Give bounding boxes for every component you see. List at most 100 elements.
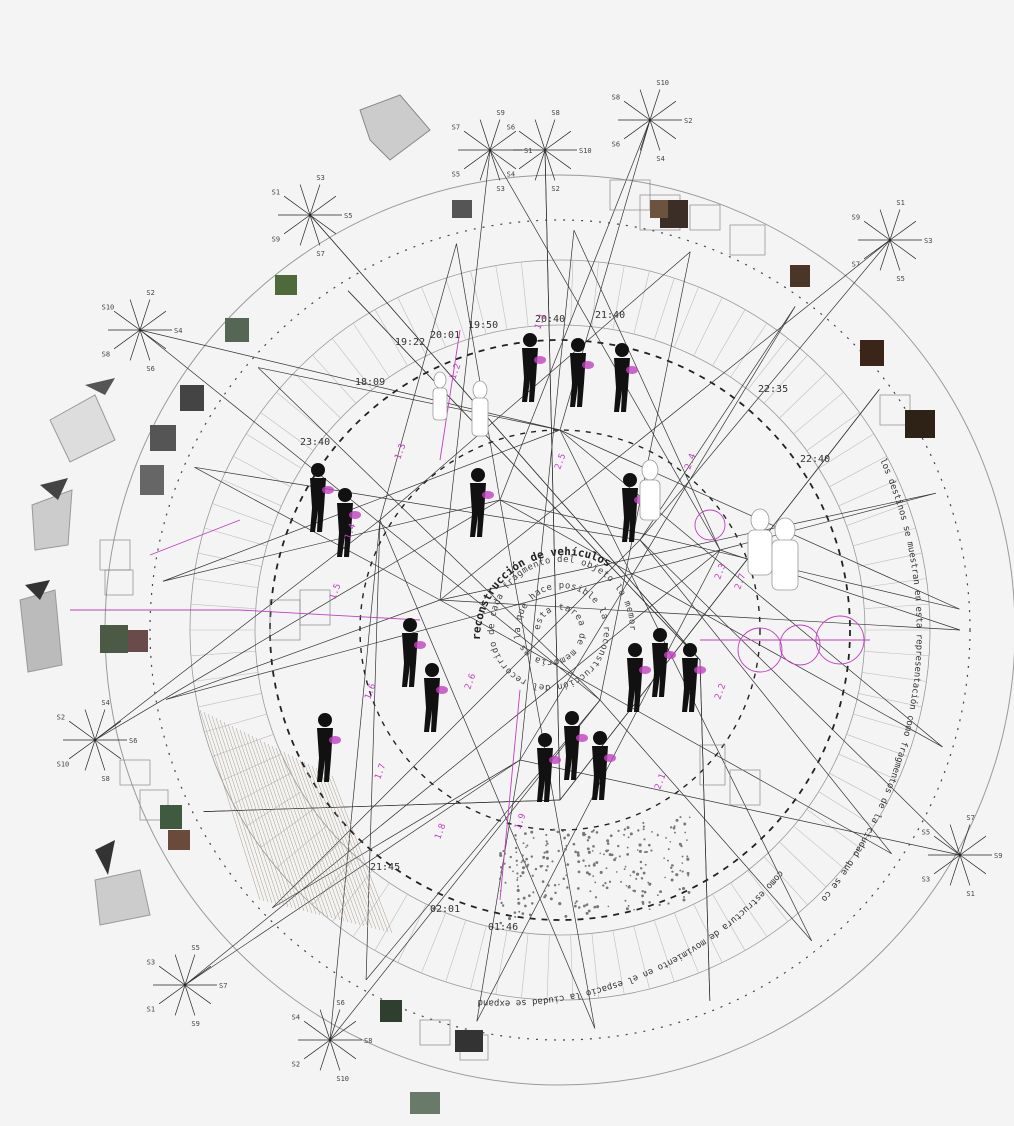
node-label: S10 xyxy=(57,761,70,769)
figure-head xyxy=(628,643,642,657)
band-segment xyxy=(331,870,373,922)
hatch-line xyxy=(271,745,333,919)
connection-line xyxy=(347,290,701,661)
band-segment xyxy=(421,912,447,974)
terrain-dot xyxy=(640,877,644,880)
terrain-dot xyxy=(590,830,593,833)
star-nodes xyxy=(63,89,992,1071)
time-marks: 19:50 20:40 21:40 22:35 20:01 22:40 21:4… xyxy=(300,310,830,933)
band-segment xyxy=(470,925,487,990)
terrain-dot xyxy=(554,891,557,895)
hatch-line xyxy=(231,725,293,909)
hatch-line xyxy=(203,711,265,902)
terrain-dot xyxy=(589,890,592,893)
terrain-dot xyxy=(502,850,505,853)
terrain-dot xyxy=(573,904,577,908)
star-ray xyxy=(309,214,321,246)
star-ray xyxy=(639,119,651,151)
magenta-label: 1.7 xyxy=(373,762,388,781)
figure-head xyxy=(571,338,585,352)
node-label: S9 xyxy=(994,852,1002,860)
silhouette-figure xyxy=(402,618,426,687)
terrain-dot xyxy=(531,874,534,877)
node-label: S10 xyxy=(336,1075,349,1083)
terrain-dot xyxy=(647,881,650,884)
node-label: S9 xyxy=(191,1020,199,1028)
terrain-dot xyxy=(626,853,630,856)
time-mark: 02:01 xyxy=(430,904,460,915)
time-mark: 22:40 xyxy=(800,454,830,465)
terrain-dot xyxy=(678,842,682,846)
magenta-label: 1.6 xyxy=(363,682,378,701)
terrain-dot xyxy=(599,870,603,874)
star-ray xyxy=(879,239,891,271)
terrain-dot xyxy=(522,842,525,845)
hatch-line xyxy=(207,713,269,903)
node-label: S8 xyxy=(102,351,110,359)
connection-line xyxy=(379,243,457,521)
connection-line xyxy=(499,499,960,610)
band-segment xyxy=(276,825,327,869)
terrain-dot xyxy=(499,851,502,855)
terrain-dot xyxy=(626,826,630,830)
star-ray xyxy=(649,100,677,121)
terrain-dot xyxy=(624,899,627,902)
star-ray xyxy=(959,835,987,856)
node-label: S4 xyxy=(101,699,109,707)
star-ray xyxy=(489,149,517,170)
terrain-dot xyxy=(627,836,630,839)
star-ray xyxy=(933,835,961,856)
connection-line xyxy=(639,539,961,856)
hatch-line xyxy=(315,767,377,930)
node-label: S6 xyxy=(612,141,620,149)
figure-highlight xyxy=(694,666,706,674)
connection-line xyxy=(519,759,961,856)
figure-highlight xyxy=(436,686,448,694)
terrain-dot xyxy=(643,838,646,841)
terrain-dot xyxy=(686,855,689,858)
band-segment xyxy=(546,934,550,1000)
terrain-dot xyxy=(681,886,686,891)
silhouette-figure xyxy=(614,343,638,412)
figure-head xyxy=(538,733,552,747)
terrain-dot xyxy=(617,844,620,848)
terrain-dot xyxy=(642,825,645,828)
terrain-dot xyxy=(648,901,651,904)
star-ray xyxy=(94,720,122,741)
terrain-dot xyxy=(531,902,534,905)
terrain-dot xyxy=(603,853,605,856)
star-ray xyxy=(863,239,891,260)
terrain-dot xyxy=(582,904,586,908)
terrain-dot xyxy=(675,873,679,877)
connection-line xyxy=(573,230,721,551)
node-label: S5 xyxy=(922,828,930,836)
band-segment xyxy=(763,856,808,906)
figure-head xyxy=(338,488,352,502)
terrain-dot xyxy=(592,845,595,848)
terrain-dot xyxy=(664,876,666,879)
terrain-dot xyxy=(595,861,599,864)
terrain-dot xyxy=(509,855,512,859)
node-label: S9 xyxy=(852,213,860,221)
band-segment xyxy=(233,772,291,804)
figure-highlight xyxy=(576,734,588,742)
band-segment xyxy=(747,870,789,922)
band-segment xyxy=(193,672,259,682)
terrain-dot xyxy=(516,872,519,875)
figure-body xyxy=(402,633,418,687)
terrain-dot xyxy=(514,846,518,850)
terrain-dot xyxy=(644,863,647,866)
star-ray xyxy=(959,854,971,886)
magenta-label: 1.2 xyxy=(448,362,463,381)
band-segment xyxy=(495,265,508,330)
terrain-dot xyxy=(595,831,599,834)
band-segment xyxy=(864,650,930,657)
band-segment xyxy=(858,552,922,567)
hatch-line xyxy=(211,715,273,904)
connection-line xyxy=(519,230,575,761)
band-segment xyxy=(445,278,467,341)
terrain-dot xyxy=(593,864,596,867)
band-segment xyxy=(193,578,259,588)
star-ray xyxy=(158,965,186,986)
terrain-dot xyxy=(561,830,564,833)
